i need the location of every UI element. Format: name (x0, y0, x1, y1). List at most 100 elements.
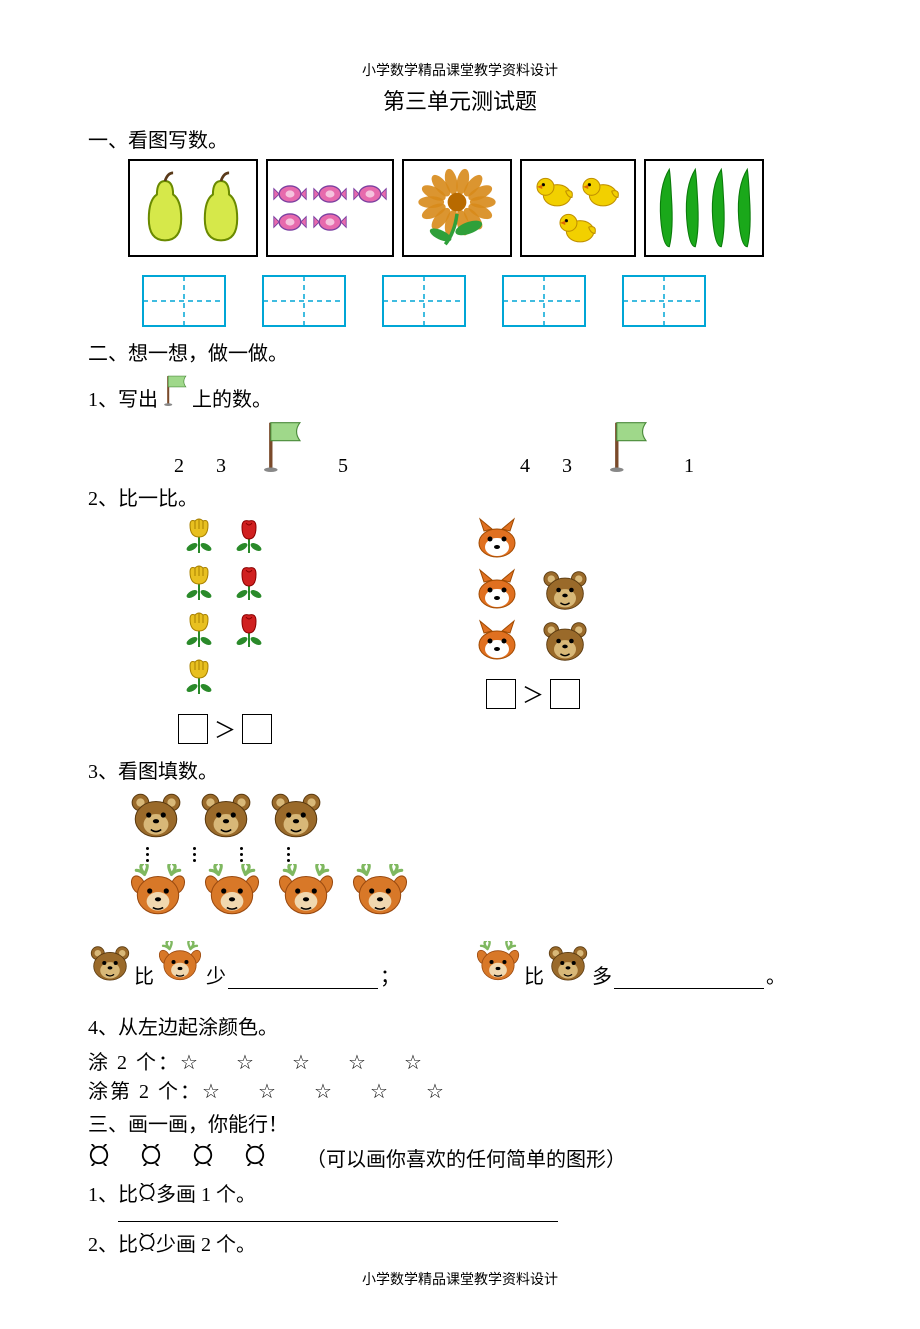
cell-chicks (520, 159, 636, 257)
q3-animals (128, 790, 832, 923)
star-icon[interactable]: ☆ (404, 1050, 460, 1075)
gt-symbol: ＞ (214, 713, 236, 745)
answer-grid-box[interactable] (262, 275, 346, 327)
bear-icon (546, 943, 590, 989)
q3-label: 3、看图填数。 (88, 755, 832, 784)
seq-number: 1 (668, 455, 710, 478)
star-icon[interactable]: ☆ (180, 1050, 236, 1075)
text-shao: 少 (206, 960, 226, 989)
bear-icon (198, 790, 254, 845)
vdots-icon (146, 847, 149, 862)
shape-icon (140, 1144, 162, 1172)
deer-icon (350, 864, 410, 923)
blank-line[interactable] (614, 968, 764, 989)
star-icon[interactable]: ☆ (348, 1050, 404, 1075)
q4-label: 4、从左边起涂颜色。 (88, 1011, 832, 1040)
dots-row (146, 847, 832, 862)
deer-icon (474, 941, 522, 989)
compare-right: ＞ (472, 517, 594, 745)
answer-line[interactable] (118, 1221, 558, 1222)
vdots-icon (240, 847, 243, 862)
star-icon[interactable]: ☆ (202, 1079, 258, 1104)
deer-row (128, 864, 832, 923)
shape-icon (138, 1233, 156, 1257)
period: 。 (766, 960, 786, 989)
answer-grid-box[interactable] (382, 275, 466, 327)
animals-grid (472, 517, 594, 668)
cell-flower (402, 159, 512, 257)
stars-row-1: 涂 2 个：☆☆☆☆☆ (88, 1046, 832, 1075)
s3q2-suffix: 少画 2 个。 (156, 1228, 256, 1257)
cell-pears (128, 159, 258, 257)
q2-label: 2、比一比。 (88, 482, 832, 511)
main-title: 第三单元测试题 (88, 84, 832, 116)
semi: ； (380, 960, 400, 989)
s3q2-prefix: 2、比 (88, 1228, 138, 1257)
s3-note: （可以画你喜欢的任何简单的图形） (306, 1143, 626, 1172)
cell-cucumbers (644, 159, 764, 257)
answer-box[interactable] (242, 714, 272, 744)
footer-text: 小学数学精品课堂教学资料设计 (88, 1269, 832, 1289)
star-icon[interactable]: ☆ (292, 1050, 348, 1075)
s3-q1: 1、比 多画 1 个。 (88, 1178, 832, 1207)
q3-fill-line: 比 少 ； 比 多 (88, 941, 832, 989)
vdots-icon (193, 847, 196, 862)
star-icon[interactable]: ☆ (370, 1079, 426, 1104)
answer-box[interactable] (486, 679, 516, 709)
section1-heading: 一、看图写数。 (88, 124, 832, 153)
flag-icon (254, 416, 310, 478)
deer-icon (156, 941, 204, 989)
cell-candies (266, 159, 394, 257)
seq-number: 4 (504, 455, 546, 478)
stars-row-2: 涂第 2 个：☆☆☆☆☆ (88, 1075, 832, 1104)
seq-number: 3 (546, 455, 588, 478)
answer-box[interactable] (178, 714, 208, 744)
shape-icon (244, 1144, 266, 1172)
blank-line[interactable] (228, 968, 378, 989)
section2-heading: 二、想一想，做一做。 (88, 337, 832, 366)
bear-row (128, 790, 832, 845)
star-icon[interactable]: ☆ (236, 1050, 292, 1075)
q1-suffix: 上的数。 (192, 383, 272, 412)
vdots-icon (287, 847, 290, 862)
answer-grid-box[interactable] (142, 275, 226, 327)
gt-symbol: ＞ (522, 678, 544, 710)
deer-icon (276, 864, 336, 923)
deer-icon (128, 864, 188, 923)
text-bi: 比 (524, 960, 544, 989)
star-icon[interactable]: ☆ (258, 1079, 314, 1104)
flag-sequence-row: 23 543 1 (158, 416, 832, 478)
answer-grid-box[interactable] (502, 275, 586, 327)
text-bi: 比 (134, 960, 154, 989)
text-duo: 多 (592, 960, 612, 989)
header-text: 小学数学精品课堂教学资料设计 (88, 60, 832, 80)
q1-label: 1、写出 上的数。 (88, 372, 832, 412)
seq-number: 3 (200, 455, 242, 478)
star-icon[interactable]: ☆ (426, 1079, 482, 1104)
bear-icon (268, 790, 324, 845)
section3-heading: 三、画一画，你能行！ (88, 1108, 832, 1137)
stars1-label: 涂 2 个： (88, 1052, 180, 1074)
shape-icon (192, 1144, 214, 1172)
compare-left-answer: ＞ (178, 713, 272, 745)
shape-icon (138, 1183, 156, 1207)
answer-grid-box[interactable] (622, 275, 706, 327)
bear-icon (88, 943, 132, 989)
deer-icon (202, 864, 262, 923)
stars2-label: 涂第 2 个： (88, 1081, 202, 1103)
compare-left: ＞ (178, 517, 272, 745)
bear-icon (128, 790, 184, 845)
q1-prefix: 1、写出 (88, 383, 158, 412)
flag-icon (600, 416, 656, 478)
flowers-grid (180, 517, 270, 703)
s3-q2: 2、比 少画 2 个。 (88, 1228, 832, 1257)
compare-right-answer: ＞ (486, 678, 580, 710)
s3q1-prefix: 1、比 (88, 1178, 138, 1207)
star-icon[interactable]: ☆ (314, 1079, 370, 1104)
flag-icon (160, 372, 190, 412)
answer-box[interactable] (550, 679, 580, 709)
seq-number: 2 (158, 455, 200, 478)
compare-wrap: ＞ (178, 517, 832, 745)
seq-number: 5 (322, 455, 364, 478)
s3q1-suffix: 多画 1 个。 (156, 1178, 256, 1207)
